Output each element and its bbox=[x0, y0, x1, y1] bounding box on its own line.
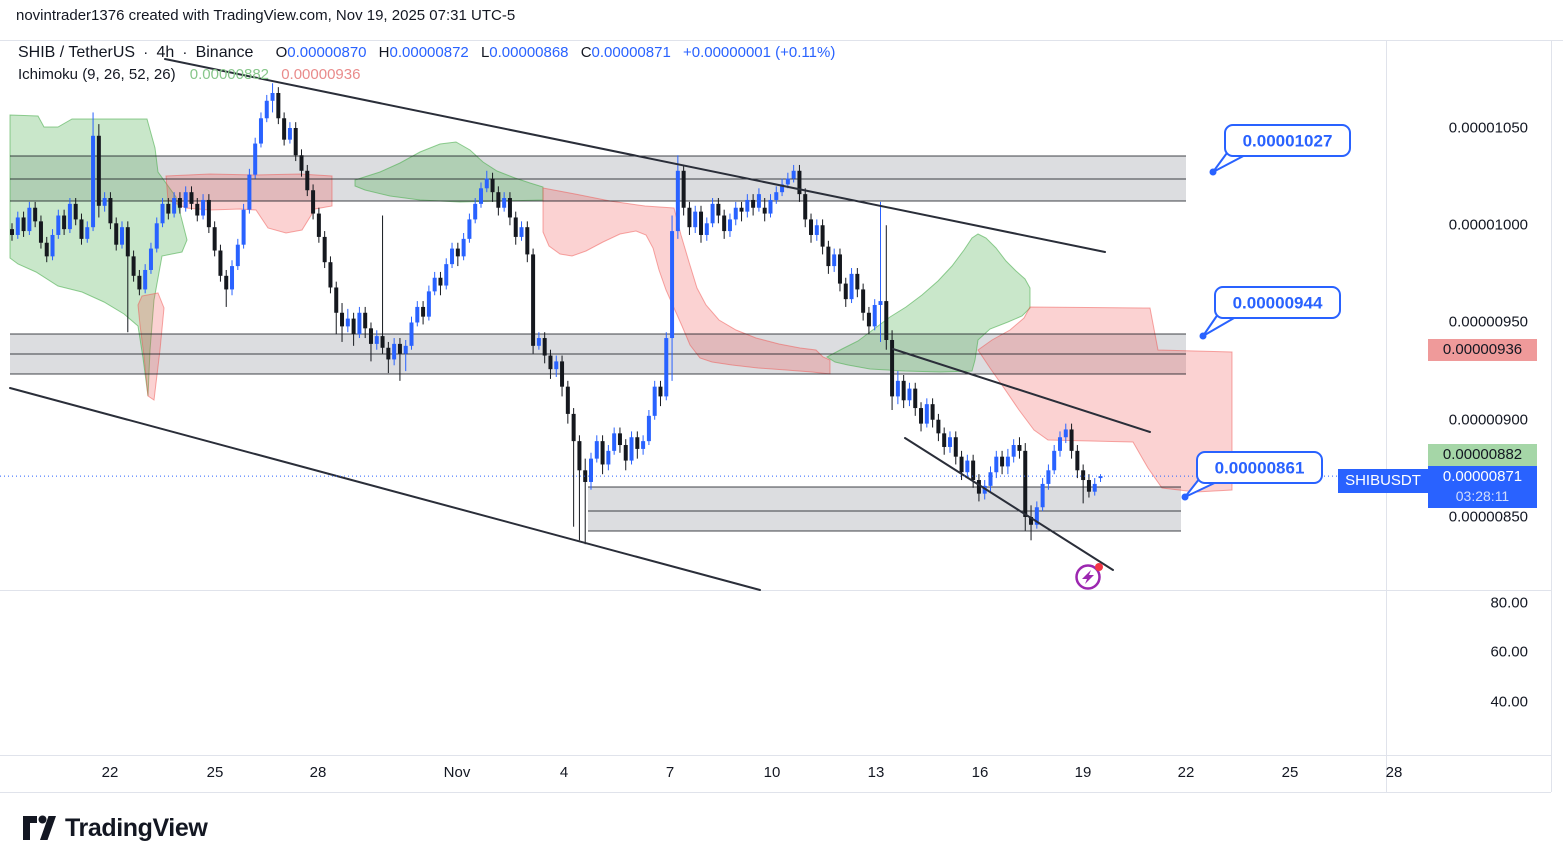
ichimoku-senkou-a-price-badge: 0.00000882 bbox=[1428, 443, 1537, 466]
ichimoku-cloud-green bbox=[9, 114, 188, 397]
ichimoku-cloud-green bbox=[826, 233, 1031, 373]
price-callout[interactable]: 0.00000944 bbox=[1199, 286, 1341, 340]
time-axis-top-border bbox=[0, 755, 1551, 756]
indicator-value-red: 0.00000936 bbox=[281, 66, 361, 83]
time-axis-label: 28 bbox=[1385, 764, 1403, 781]
trendline[interactable] bbox=[892, 348, 1151, 433]
indicator-scale-label: 80.00 bbox=[1490, 594, 1528, 612]
high-value: 0.00000872 bbox=[389, 44, 469, 61]
attribution-divider bbox=[0, 40, 1563, 41]
attribution-text: novintrader1376 created with TradingView… bbox=[16, 7, 516, 24]
tradingview-wordmark: TradingView bbox=[65, 813, 208, 842]
symbol-title[interactable]: SHIB / TetherUS bbox=[18, 44, 136, 61]
time-axis-label: 13 bbox=[867, 764, 885, 781]
callout-price-text: 0.00001027 bbox=[1243, 132, 1333, 151]
indicator-title[interactable]: Ichimoku (9, 26, 52, 26) bbox=[18, 66, 176, 83]
separator-dot: · bbox=[182, 44, 188, 61]
open-key: O bbox=[275, 44, 288, 61]
time-axis-label: Nov bbox=[443, 764, 471, 781]
ichimoku-cloud-red bbox=[542, 187, 831, 375]
time-axis-label: 10 bbox=[763, 764, 781, 781]
price-callout[interactable]: 0.00000861 bbox=[1181, 451, 1323, 501]
time-axis-label: 7 bbox=[665, 764, 675, 781]
time-axis-label: 4 bbox=[559, 764, 569, 781]
tradingview-logo[interactable]: TradingView bbox=[22, 813, 208, 843]
tradingview-logo-icon bbox=[23, 815, 56, 840]
time-axis-label: 22 bbox=[1177, 764, 1195, 781]
open-value: 0.00000870 bbox=[287, 44, 367, 61]
low-value: 0.00000868 bbox=[489, 44, 569, 61]
time-axis-label: 19 bbox=[1074, 764, 1092, 781]
separator-dot: · bbox=[143, 44, 149, 61]
time-axis-label: 25 bbox=[206, 764, 224, 781]
bar-countdown: 03:28:11 bbox=[1455, 488, 1510, 505]
low-key: L bbox=[480, 44, 490, 61]
trendline[interactable] bbox=[904, 437, 1114, 571]
price-scale[interactable]: 0.00001050 0.00001000 0.00000950 0.00000900… bbox=[1386, 40, 1563, 755]
supply-demand-zone[interactable] bbox=[588, 487, 1181, 531]
change-value: +0.00000001 (+0.11%) bbox=[682, 44, 836, 61]
pane-divider[interactable] bbox=[0, 590, 1551, 591]
price-callout[interactable]: 0.00001027 bbox=[1209, 124, 1351, 176]
chart-legend: SHIB / TetherUS · 4h · Binance O0.000008… bbox=[18, 44, 835, 83]
price-scale-label: 0.00001000 bbox=[1448, 216, 1528, 234]
time-axis-label: 25 bbox=[1281, 764, 1299, 781]
high-key: H bbox=[378, 44, 390, 61]
price-scale-label: 0.00000850 bbox=[1448, 508, 1528, 526]
time-axis-bottom-border bbox=[0, 792, 1551, 793]
notification-dot bbox=[1095, 563, 1103, 571]
ichimoku-cloud-green bbox=[354, 141, 544, 203]
callout-price-text: 0.00000861 bbox=[1215, 459, 1305, 478]
indicator-scale-label: 40.00 bbox=[1490, 693, 1528, 711]
ichimoku-cloud-red bbox=[977, 306, 1233, 493]
time-axis-label: 16 bbox=[971, 764, 989, 781]
time-axis-label: 28 bbox=[309, 764, 327, 781]
time-axis-label: 22 bbox=[101, 764, 119, 781]
interval-label[interactable]: 4h bbox=[156, 44, 175, 61]
ichimoku-cloud-red bbox=[137, 292, 165, 401]
price-scale-label: 0.00000900 bbox=[1448, 411, 1528, 429]
indicator-scale-label: 60.00 bbox=[1490, 643, 1528, 661]
trendline[interactable] bbox=[9, 387, 761, 591]
price-scale-label: 0.00001050 bbox=[1448, 119, 1528, 137]
close-key: C bbox=[580, 44, 592, 61]
chart-plot-area[interactable]: 0.00001027 0.00000944 0.00000861 bbox=[0, 0, 1386, 755]
trendline[interactable] bbox=[164, 58, 1106, 253]
time-axis[interactable]: 22 25 28 Nov 4 7 10 13 16 19 22 25 28 bbox=[0, 755, 1551, 792]
callout-price-text: 0.00000944 bbox=[1233, 294, 1323, 313]
last-price-value: 0.00000871 bbox=[1442, 468, 1523, 486]
indicator-value-green: 0.00000882 bbox=[189, 66, 270, 83]
symbol-price-label: SHIBUSDT bbox=[1338, 469, 1428, 493]
price-scale-label: 0.00000950 bbox=[1448, 313, 1528, 331]
right-border bbox=[1551, 40, 1552, 792]
close-value: 0.00000871 bbox=[591, 44, 671, 61]
lightning-icon[interactable] bbox=[1075, 563, 1104, 590]
ohlc-values: O0.00000870 H0.00000872 L0.00000868 C0.0… bbox=[268, 44, 836, 61]
last-price-badge: 0.00000871 03:28:11 bbox=[1428, 466, 1537, 509]
candlestick-series bbox=[10, 83, 1103, 545]
exchange-label: Binance bbox=[195, 44, 254, 61]
ichimoku-senkou-b-price-badge: 0.00000936 bbox=[1428, 338, 1537, 361]
scale-divider bbox=[1386, 40, 1387, 792]
